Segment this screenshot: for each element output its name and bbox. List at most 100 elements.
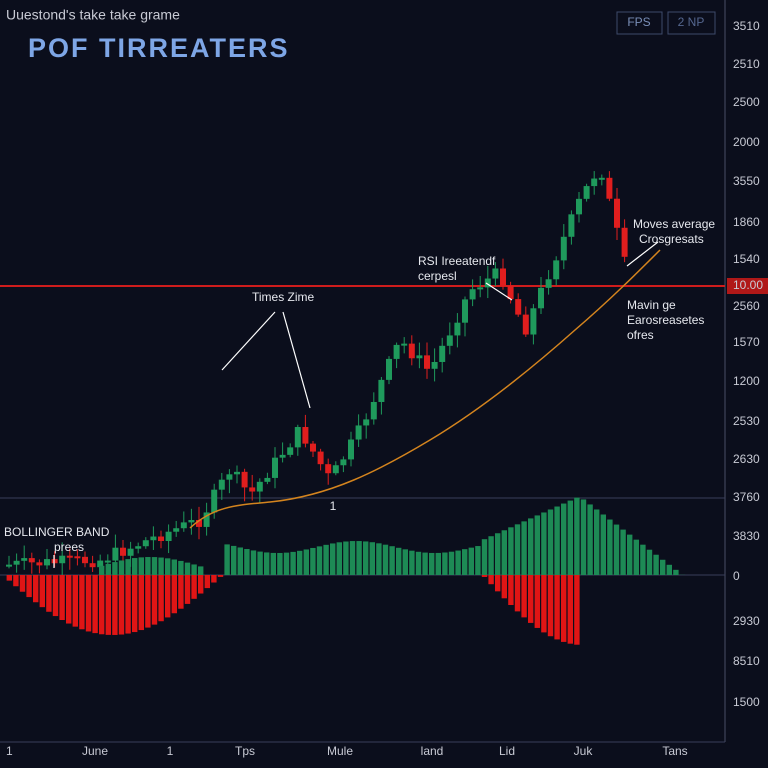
x-axis-label: Tans [662,744,687,758]
histogram-bar [481,539,488,575]
histogram-bar [369,542,375,575]
candle-body [386,358,392,380]
arrow [221,311,276,371]
histogram-bar [330,543,336,575]
candle-body [104,560,111,563]
histogram-bar [336,542,342,575]
histogram-bar [99,575,105,635]
candle-body [279,454,286,458]
histogram-bar [613,524,620,575]
histogram-bar [666,564,672,575]
button-label[interactable]: 2 NP [678,15,705,29]
candle-body [112,547,119,561]
annotation: Moves average [633,217,715,231]
histogram-bar [514,575,521,612]
y-axis-label: 0 [733,569,740,583]
histogram-bar [264,552,270,575]
histogram-bar [138,557,144,575]
histogram-bar [442,552,448,575]
histogram-bar [316,546,323,575]
button[interactable] [616,11,663,35]
candle-body [370,401,377,420]
histogram-bar [303,549,309,575]
candle-body [439,345,446,362]
candle-body [44,559,50,566]
y-axis-label: 2530 [733,414,760,428]
moving-average [189,249,661,529]
histogram-bar [323,544,329,575]
annotation: 1 [330,499,337,513]
candle-body [218,479,225,490]
annotation: ofres [627,328,654,342]
histogram-bar [198,566,204,575]
candle-body [66,555,73,558]
candle-body [598,177,605,180]
histogram-bar [396,547,402,575]
candle-body [127,548,134,556]
histogram-bar [587,504,593,575]
x-axis-label: Tps [235,744,255,758]
arrow [485,282,513,301]
histogram-bar [112,575,118,635]
histogram-bar [26,575,32,598]
button-label[interactable]: FPS [627,15,650,29]
candle-body [378,379,385,402]
candle-body [135,546,142,549]
histogram-bar [409,550,415,575]
candle-body [294,427,301,448]
candle-body [158,536,164,541]
histogram-bar [574,497,580,575]
histogram-bar [99,565,105,575]
histogram-bar [165,575,171,618]
candle-body [226,474,233,480]
histogram-bar [231,545,237,575]
candle-body [484,278,491,288]
annotation: Times Zime [252,290,315,304]
histogram-bar [356,541,362,575]
button[interactable] [667,11,716,35]
x-axis-label: Juk [574,744,594,758]
histogram-bar [184,575,191,604]
histogram-bar [528,575,534,623]
histogram-bar [547,575,554,637]
histogram-bar [541,512,547,575]
histogram-bar [46,575,52,612]
histogram-bar [118,560,125,575]
histogram-bar [363,541,369,575]
histogram-bar [224,544,230,575]
histogram-bar [79,575,85,630]
y-axis-label: 1540 [733,252,760,266]
histogram-bar [521,575,527,618]
histogram-bar [508,575,514,606]
histogram-bar [574,575,580,645]
histogram-bar [178,560,184,575]
histogram-bar [112,562,118,575]
candle-body [606,177,613,199]
histogram-bar [191,575,197,599]
candle-body [21,558,28,561]
candle-body [234,471,240,475]
histogram-bar [620,529,626,575]
annotation: cerpesl [418,269,457,283]
x-axis-label: 1 [167,744,174,758]
histogram-bar [52,575,59,617]
histogram-bar [475,546,481,575]
histogram-bar [171,575,177,614]
candle-body [13,560,20,565]
histogram-bar [125,559,131,575]
candle-body [165,531,172,541]
histogram-bar [171,559,177,575]
candle-body [310,443,316,452]
histogram-bar [429,552,435,575]
candle-body [621,227,628,257]
candle-body [36,562,43,566]
histogram-bar [508,527,514,575]
histogram-bar [257,551,263,575]
histogram-bar [244,549,250,575]
candle-body [317,451,324,465]
histogram-bar [402,549,408,575]
histogram-bar [448,551,455,575]
histogram-bar [541,575,547,633]
histogram-bar [191,564,197,575]
